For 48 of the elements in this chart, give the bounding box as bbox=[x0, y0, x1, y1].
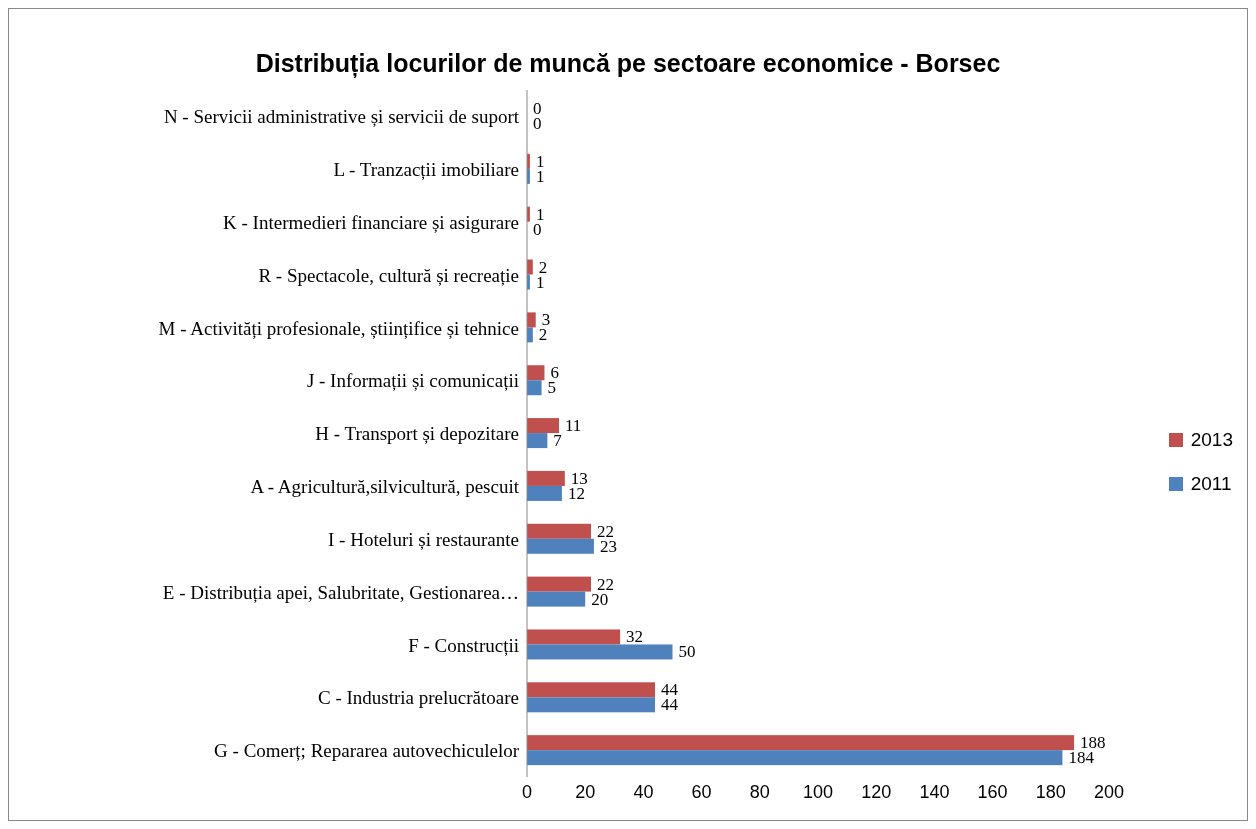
bar bbox=[527, 538, 594, 554]
bar bbox=[527, 576, 592, 592]
y-tick-label: A - Agricultură,silvicultură, pescuit bbox=[250, 476, 520, 498]
x-tick-label: 180 bbox=[1035, 781, 1066, 802]
x-tick-label: 40 bbox=[633, 781, 654, 802]
bar bbox=[527, 470, 565, 486]
bar bbox=[527, 644, 673, 660]
y-tick-label: H - Transport și depozitare bbox=[315, 423, 519, 445]
y-tick-label: C - Industria prelucrătoare bbox=[318, 687, 519, 709]
bar bbox=[527, 697, 656, 713]
data-label: 32 bbox=[626, 627, 644, 647]
bar bbox=[527, 312, 536, 328]
x-tick-label: 0 bbox=[521, 781, 533, 802]
data-label: 11 bbox=[565, 416, 582, 436]
bar bbox=[527, 591, 586, 607]
bar bbox=[527, 433, 548, 449]
x-tick-label: 160 bbox=[977, 781, 1008, 802]
x-tick-label: 60 bbox=[691, 781, 712, 802]
x-tick-label: 140 bbox=[919, 781, 950, 802]
x-tick-label: 80 bbox=[749, 781, 770, 802]
data-label: 7 bbox=[553, 431, 563, 451]
y-tick-label: I - Hoteluri și restaurante bbox=[328, 528, 519, 550]
bar bbox=[527, 735, 1075, 751]
y-tick-label: G - Comerț; Repararea autovechiculelor bbox=[214, 740, 520, 762]
y-tick-label: N - Servicii administrative și servicii de suport bbox=[163, 106, 520, 128]
x-tick-label: 20 bbox=[575, 781, 596, 802]
data-label: 50 bbox=[678, 642, 696, 662]
chart-title: Distribuția locurilor de muncă pe sectoare economice - Borsec bbox=[254, 49, 1002, 78]
bar bbox=[527, 365, 545, 381]
bar bbox=[527, 485, 562, 501]
bar bbox=[527, 629, 621, 645]
bar bbox=[527, 682, 656, 698]
y-tick-label: R - Spectacole, cultură și recreație bbox=[258, 264, 519, 286]
legend-label: 2011 bbox=[1190, 473, 1232, 495]
legend-label: 2013 bbox=[1190, 429, 1233, 451]
x-tick-label: 120 bbox=[861, 781, 892, 802]
y-tick-label: J - Informații și comunicații bbox=[306, 370, 519, 392]
bar bbox=[527, 750, 1063, 766]
x-tick-label: 100 bbox=[802, 781, 834, 802]
y-tick-label: K - Intermedieri financiare și asigurare bbox=[223, 211, 519, 233]
y-tick-label: M - Activități profesionale, științifice și tehnice bbox=[158, 317, 519, 339]
y-tick-label: E - Distribuția apei, Salubritate, Gestionarea… bbox=[162, 581, 519, 603]
bar bbox=[527, 380, 542, 396]
y-tick-label: L - Tranzacții imobiliare bbox=[333, 159, 519, 181]
x-tick-label: 200 bbox=[1093, 781, 1125, 802]
bar bbox=[527, 523, 592, 539]
y-tick-label: F - Construcții bbox=[408, 634, 519, 656]
bar bbox=[527, 418, 560, 434]
